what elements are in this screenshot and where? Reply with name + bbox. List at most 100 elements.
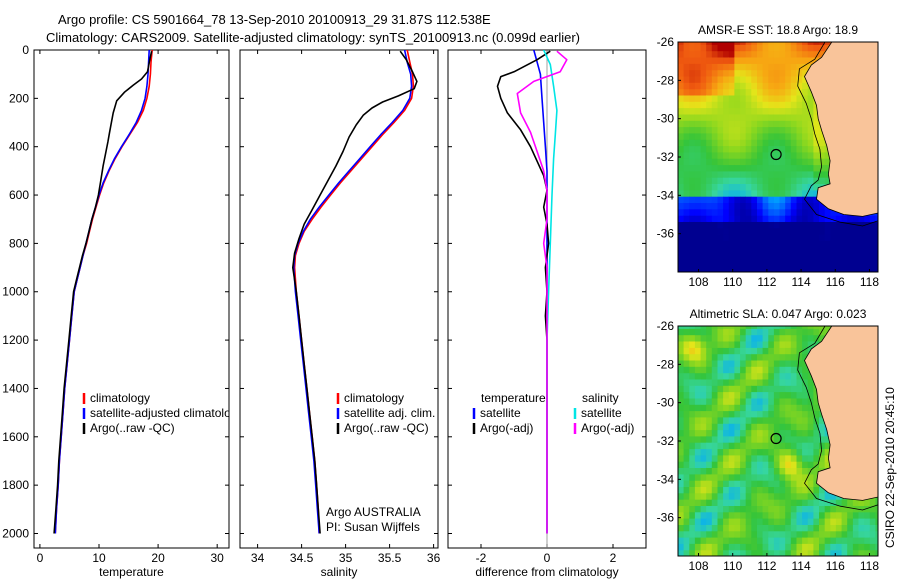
map-cell [717, 139, 724, 147]
map-cell [869, 549, 876, 556]
map-cell [689, 549, 696, 556]
map-cell [757, 385, 764, 393]
map-cell [683, 208, 690, 216]
map-cell [790, 221, 797, 229]
map-cell [762, 177, 769, 184]
map-cell [819, 50, 826, 58]
map-cell [773, 170, 781, 178]
map-cell [689, 139, 696, 147]
map-cell [689, 416, 696, 424]
map-cell [864, 259, 871, 267]
map-cell [824, 253, 831, 260]
map-cell [824, 518, 831, 525]
map-cell [802, 423, 809, 431]
map-cell [723, 492, 730, 500]
map-cell [678, 113, 685, 121]
map-cell [740, 385, 747, 393]
map-cell [762, 359, 769, 367]
map-cell [813, 221, 820, 229]
map-cell [678, 480, 685, 487]
map-cell [689, 353, 696, 361]
map-cell [819, 240, 826, 248]
map-cell [745, 126, 752, 134]
map-cell [768, 82, 775, 90]
map-cell [790, 57, 797, 64]
map-cell [852, 240, 860, 248]
map-cell [841, 246, 848, 254]
map-cell [768, 524, 775, 532]
map-cell [796, 549, 803, 556]
map-cell [723, 359, 730, 367]
map-cell [678, 378, 685, 386]
map-cell [678, 328, 685, 336]
map-cell [841, 537, 848, 544]
map-cell [796, 246, 803, 254]
map-cell [757, 347, 764, 355]
map-cell [869, 240, 876, 248]
map-cell [751, 259, 758, 267]
map-cell [779, 265, 786, 272]
map-cell [835, 505, 843, 513]
map-cell [711, 126, 718, 134]
map-cell [790, 88, 797, 96]
map-cell [728, 378, 735, 386]
map-cell [830, 265, 837, 272]
map-cell [740, 416, 747, 424]
map-cell [751, 341, 758, 348]
map-cell [779, 221, 786, 229]
map-cell [706, 328, 713, 336]
map-cell [785, 44, 792, 52]
map-cell [773, 480, 781, 487]
map-cell [807, 442, 814, 450]
map-cell [785, 378, 792, 386]
map-cell [824, 549, 831, 556]
map-cell [734, 505, 741, 513]
map-cell [785, 120, 792, 128]
map-cell [807, 423, 814, 431]
map-cell [678, 221, 685, 229]
map-cell [700, 543, 707, 551]
map-cell [700, 499, 707, 506]
map-cell [779, 88, 786, 96]
map-cell [790, 246, 797, 254]
map-cell [813, 537, 820, 544]
map-cell [768, 63, 775, 71]
map-cell [802, 486, 809, 494]
map-cell [779, 259, 786, 267]
map-cell [796, 183, 803, 191]
map-cell [779, 480, 786, 487]
land-australia [804, 326, 878, 501]
map-cell [830, 530, 837, 538]
map-cell [745, 359, 752, 367]
map-cell [796, 50, 803, 58]
map-cell [751, 42, 758, 45]
map-cell [689, 511, 696, 519]
map-cell [858, 240, 865, 248]
map-cell [802, 170, 809, 178]
map-cell [717, 202, 724, 210]
map-cell [790, 442, 797, 450]
map-cell [683, 461, 690, 468]
map-cell [779, 366, 786, 374]
map-cell [790, 202, 797, 210]
map-cell [678, 334, 685, 342]
map-cell [757, 145, 764, 153]
map-cell [802, 208, 809, 216]
map-cell [751, 94, 758, 102]
map-cell [790, 177, 797, 184]
map-cell [807, 120, 814, 128]
map-cell [694, 435, 702, 443]
map-cell [689, 177, 696, 184]
map-cell [711, 50, 718, 58]
map-cell [678, 492, 685, 500]
map-cell [728, 240, 735, 248]
map-cell [728, 63, 735, 71]
map-cell [706, 145, 713, 153]
map-cell [678, 57, 685, 64]
map-cell [706, 259, 713, 267]
map-cell [700, 113, 707, 121]
map-cell [807, 158, 814, 166]
map-cell [785, 50, 792, 58]
map-cell [773, 107, 781, 115]
map-cell [740, 524, 747, 532]
